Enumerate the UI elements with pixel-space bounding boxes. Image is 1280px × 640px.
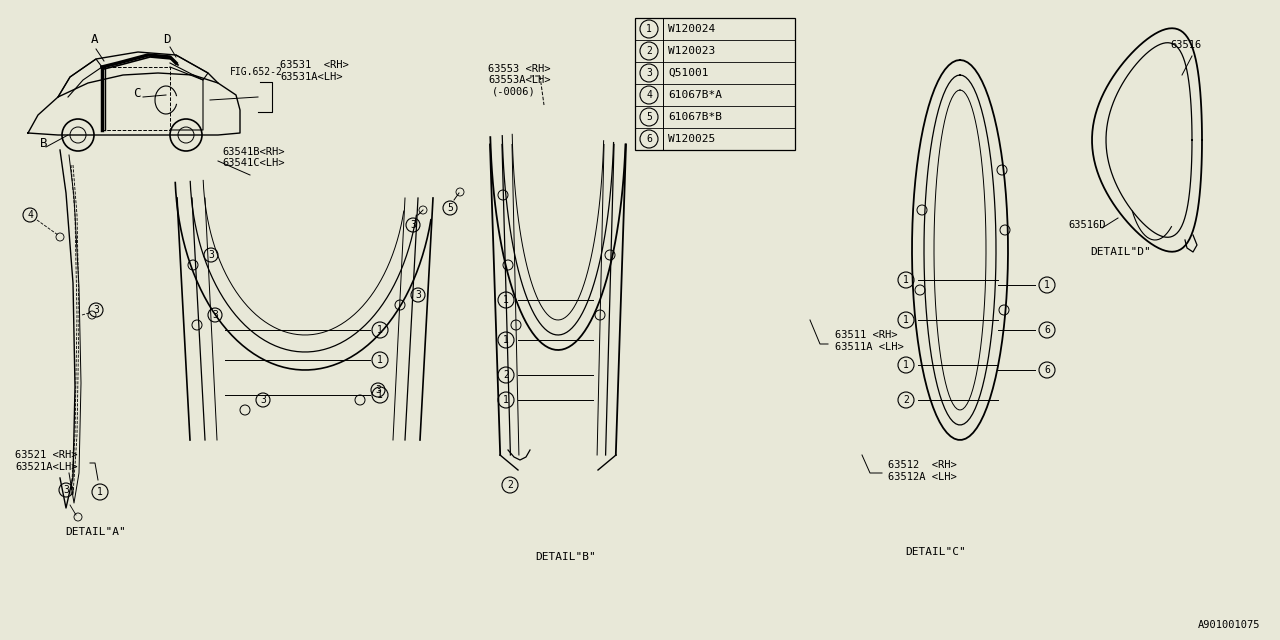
- Text: 2: 2: [507, 480, 513, 490]
- Bar: [635, 18, 795, 150]
- Text: 1: 1: [904, 360, 909, 370]
- Text: W120025: W120025: [668, 134, 716, 144]
- Text: 63512A <LH>: 63512A <LH>: [888, 472, 956, 482]
- Text: 3: 3: [646, 68, 652, 78]
- Text: 2: 2: [904, 395, 909, 405]
- Text: 4: 4: [27, 210, 33, 220]
- Text: 3: 3: [415, 290, 421, 300]
- Text: 63512  <RH>: 63512 <RH>: [888, 460, 956, 470]
- Text: DETAIL"C": DETAIL"C": [905, 547, 965, 557]
- Text: FIG.652-2: FIG.652-2: [230, 67, 283, 77]
- Text: 1: 1: [904, 275, 909, 285]
- Text: 63553A<LH>: 63553A<LH>: [488, 75, 550, 85]
- Text: 5: 5: [447, 203, 453, 213]
- Text: 1: 1: [97, 487, 102, 497]
- Text: 63531  <RH>: 63531 <RH>: [280, 60, 348, 70]
- Text: 61067B*B: 61067B*B: [668, 112, 722, 122]
- Text: A: A: [91, 33, 99, 46]
- Text: 1: 1: [378, 325, 383, 335]
- Text: 1: 1: [1044, 280, 1050, 290]
- Text: 63511 <RH>: 63511 <RH>: [835, 330, 897, 340]
- Text: 63531A<LH>: 63531A<LH>: [280, 72, 343, 82]
- Text: 63521A<LH>: 63521A<LH>: [15, 462, 78, 472]
- Text: 3: 3: [260, 395, 266, 405]
- Text: 61067B*A: 61067B*A: [668, 90, 722, 100]
- Text: 3: 3: [63, 485, 69, 495]
- Text: 1: 1: [378, 355, 383, 365]
- Text: 3: 3: [410, 220, 416, 230]
- Text: Q51001: Q51001: [668, 68, 709, 78]
- Text: (-0006): (-0006): [492, 86, 536, 96]
- Text: 6: 6: [646, 134, 652, 144]
- Text: 63511A <LH>: 63511A <LH>: [835, 342, 904, 352]
- Text: 3: 3: [209, 250, 214, 260]
- Text: 63516D: 63516D: [1068, 220, 1106, 230]
- Text: W120024: W120024: [668, 24, 716, 34]
- Text: 1: 1: [503, 395, 509, 405]
- Text: 1: 1: [503, 335, 509, 345]
- Text: W120023: W120023: [668, 46, 716, 56]
- Text: 63553 <RH>: 63553 <RH>: [488, 64, 550, 74]
- Text: 3: 3: [212, 310, 218, 320]
- Text: DETAIL"B": DETAIL"B": [535, 552, 595, 562]
- Text: 2: 2: [646, 46, 652, 56]
- Text: 5: 5: [646, 112, 652, 122]
- Text: 2: 2: [503, 370, 509, 380]
- Text: 6: 6: [1044, 365, 1050, 375]
- Text: 63521 <RH>: 63521 <RH>: [15, 450, 78, 460]
- Text: 1: 1: [904, 315, 909, 325]
- Text: B: B: [40, 137, 47, 150]
- Text: D: D: [163, 33, 170, 46]
- Text: 3: 3: [93, 305, 99, 315]
- Text: C: C: [133, 87, 141, 100]
- Text: 63541B<RH>: 63541B<RH>: [221, 147, 284, 157]
- Text: 3: 3: [375, 385, 381, 395]
- Text: 4: 4: [646, 90, 652, 100]
- Text: 1: 1: [646, 24, 652, 34]
- Text: 1: 1: [378, 390, 383, 400]
- Text: A901001075: A901001075: [1198, 620, 1260, 630]
- Text: DETAIL"A": DETAIL"A": [65, 527, 125, 537]
- Text: DETAIL"D": DETAIL"D": [1091, 247, 1151, 257]
- Text: 63516: 63516: [1170, 40, 1201, 50]
- Text: 1: 1: [503, 295, 509, 305]
- Text: 6: 6: [1044, 325, 1050, 335]
- Text: 63541C<LH>: 63541C<LH>: [221, 158, 284, 168]
